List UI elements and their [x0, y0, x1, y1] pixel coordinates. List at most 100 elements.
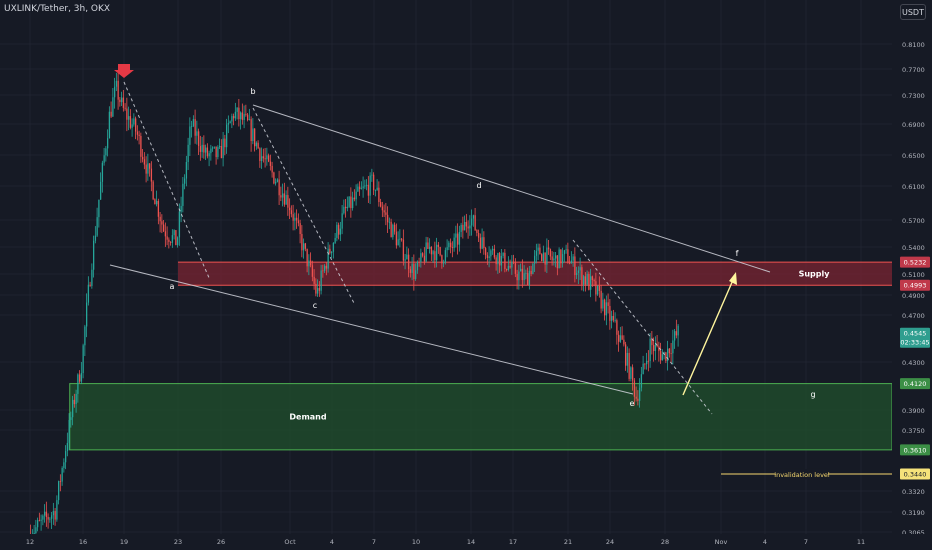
- candle-body: [327, 248, 329, 269]
- candle-body: [49, 518, 51, 520]
- time-tick-label: 7: [804, 538, 808, 546]
- candle-body: [467, 226, 469, 229]
- candle-body: [208, 153, 210, 157]
- candle-body: [324, 265, 326, 271]
- candle-body: [91, 269, 93, 286]
- demand-low-tag: 0.3610: [904, 446, 927, 454]
- time-axis[interactable]: 12 16 19 23 26 Oct 4 7 10 14 17 21 24 28 Nov 4 7 11: [0, 534, 932, 550]
- candle-body: [72, 399, 74, 418]
- candle-body: [537, 247, 539, 251]
- candle-body: [525, 273, 527, 274]
- candle-body: [605, 302, 608, 316]
- candle-body: [528, 270, 531, 285]
- candle-body: [366, 184, 368, 186]
- price-tick-label: 0.3900: [902, 407, 925, 415]
- candle-body: [586, 273, 588, 285]
- candle-body: [404, 259, 406, 261]
- candle-body: [339, 228, 342, 235]
- candle-body: [355, 191, 357, 200]
- candle-body: [675, 331, 678, 336]
- candle-body: [362, 186, 364, 189]
- candle-body: [331, 251, 333, 254]
- candle-body: [462, 224, 464, 231]
- candle-body: [334, 237, 336, 243]
- candle-body: [353, 197, 356, 200]
- candle-body: [367, 184, 370, 196]
- candle-body: [299, 223, 301, 235]
- candle-body: [441, 255, 443, 264]
- candle-body: [647, 360, 650, 362]
- candle-body: [140, 135, 142, 157]
- candle-body: [534, 255, 536, 264]
- supply-high-tag-bg: [900, 256, 930, 268]
- candle-body: [381, 206, 384, 211]
- candle-body: [129, 116, 132, 128]
- candle-body: [65, 451, 67, 463]
- candle-body: [450, 242, 452, 248]
- candle-body: [600, 290, 602, 309]
- candle-body: [430, 246, 433, 255]
- candle-body: [119, 99, 121, 103]
- candle-body: [544, 252, 546, 265]
- price-tick-label: 0.6100: [902, 183, 925, 191]
- candle-body: [513, 261, 515, 263]
- candle-body: [133, 118, 135, 125]
- candle-body: [52, 511, 55, 516]
- candle-body: [345, 206, 347, 209]
- candle-body: [378, 187, 380, 203]
- candle-body: [437, 244, 440, 247]
- candle-body: [110, 111, 112, 117]
- invalidation-tag: 0.3440: [904, 470, 927, 478]
- candle-body: [451, 247, 454, 248]
- candle-body: [434, 251, 436, 261]
- candle-body: [192, 119, 195, 127]
- candle-body: [35, 527, 37, 533]
- candle-body: [215, 146, 217, 158]
- candle-body: [171, 235, 174, 243]
- candle-body: [250, 119, 252, 142]
- candle-body: [226, 124, 228, 148]
- candle-body: [660, 351, 662, 361]
- candle-body: [402, 239, 405, 261]
- candle-body: [199, 146, 202, 152]
- supply-low-tag-bg: [900, 279, 930, 291]
- candle-body: [233, 116, 235, 119]
- time-tick-label: 28: [661, 538, 669, 546]
- price-axis[interactable]: 0.8100 0.7700 0.7300 0.6900 0.6500 0.6100 0.57…: [892, 0, 932, 550]
- candle-body: [469, 225, 471, 229]
- candle-body: [649, 338, 651, 362]
- projection-arrow-icon: [729, 272, 737, 285]
- candle-body: [588, 273, 590, 290]
- candle-body: [108, 111, 111, 139]
- candle-body: [579, 267, 581, 271]
- candle-body: [194, 119, 196, 136]
- candle-body: [112, 97, 114, 117]
- price-tick-label: 0.3065: [902, 529, 925, 537]
- candle-body: [409, 269, 412, 273]
- candle-body: [157, 200, 160, 217]
- demand-high-tag: 0.4120: [904, 380, 927, 388]
- invalidation-tag-bg: [900, 468, 930, 480]
- candle-body: [562, 254, 564, 264]
- candle-body: [189, 126, 191, 145]
- currency-button[interactable]: USDT: [900, 4, 926, 20]
- candle-body: [247, 114, 249, 120]
- candle-body: [507, 265, 510, 270]
- last-price-tag-countdown: 02:33:45: [900, 339, 929, 347]
- candle-body: [539, 247, 541, 255]
- candle-body: [401, 238, 403, 240]
- candle-body: [149, 163, 151, 169]
- candle-body: [416, 261, 419, 271]
- supply-high-tag: 0.5232: [904, 259, 927, 267]
- candle-body: [42, 515, 44, 520]
- candle-body: [306, 248, 308, 267]
- candle-body: [262, 156, 265, 159]
- candle-body: [73, 399, 76, 405]
- candle-body: [444, 250, 447, 262]
- candle-body: [530, 270, 532, 275]
- last-price-tag-bg: [900, 327, 930, 348]
- candle-body: [563, 250, 566, 255]
- candle-body: [63, 462, 65, 468]
- time-tick-label: 11: [857, 538, 865, 546]
